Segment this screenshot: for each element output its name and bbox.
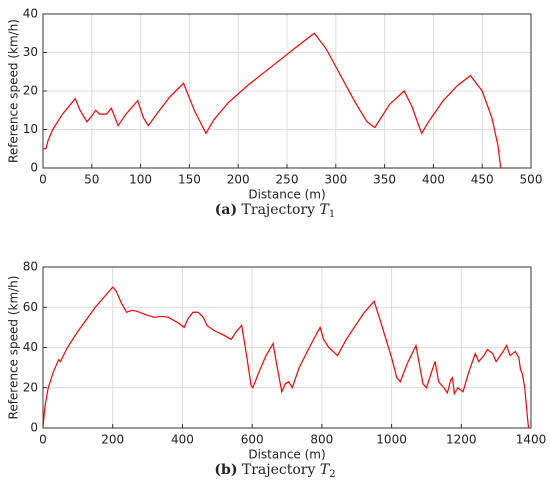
y-tick-label: 40 [23, 340, 38, 354]
y-tick-label: 20 [23, 84, 38, 98]
y-tick-label: 30 [23, 45, 38, 59]
caption-subscript: 1 [329, 209, 335, 220]
caption-label: (a) [215, 202, 237, 218]
x-tick-label: 400 [171, 433, 194, 447]
x-axis-label: Distance (m) [248, 188, 325, 202]
y-tick-label: 60 [23, 300, 38, 314]
caption-text: Trajectory [242, 202, 316, 218]
x-tick-label: 1000 [376, 433, 407, 447]
x-tick-label: 400 [422, 173, 445, 187]
x-tick-label: 450 [471, 173, 494, 187]
caption: (b) Trajectory T2 [214, 462, 335, 480]
x-tick-label: 500 [520, 173, 543, 187]
x-tick-label: 0 [39, 433, 47, 447]
caption-symbol: T [320, 202, 331, 218]
y-tick-label: 10 [23, 122, 38, 136]
x-tick-label: 250 [276, 173, 299, 187]
x-tick-label: 800 [310, 433, 333, 447]
speed-line [42, 286, 530, 429]
caption-label: (b) [214, 462, 237, 478]
y-tick-label: 40 [23, 7, 38, 21]
y-axis-label: Reference speed (km/h) [7, 19, 21, 163]
y-tick-label: 0 [30, 161, 38, 175]
y-axis-label: Reference speed (km/h) [7, 276, 21, 420]
x-tick-label: 150 [178, 173, 201, 187]
caption-text: Trajectory [242, 462, 316, 478]
x-tick-label: 50 [84, 173, 99, 187]
x-axis-label: Distance (m) [248, 448, 325, 462]
caption-symbol: T [320, 462, 331, 478]
x-tick-label: 100 [129, 173, 152, 187]
y-tick-label: 20 [23, 380, 38, 394]
x-tick-label: 300 [324, 173, 347, 187]
axes-frame [42, 13, 532, 169]
axes-frame [42, 266, 532, 429]
x-tick-label: 600 [241, 433, 264, 447]
y-tick-label: 80 [23, 260, 38, 274]
x-tick-label: 350 [373, 173, 396, 187]
y-tick-label: 0 [30, 421, 38, 435]
x-tick-label: 1200 [446, 433, 477, 447]
x-tick-label: 200 [227, 173, 250, 187]
caption-subscript: 2 [329, 469, 335, 480]
caption: (a) Trajectory T1 [215, 202, 335, 220]
x-tick-label: 200 [101, 433, 124, 447]
x-tick-label: 1400 [516, 433, 547, 447]
x-tick-label: 0 [39, 173, 47, 187]
speed-line [43, 32, 502, 169]
